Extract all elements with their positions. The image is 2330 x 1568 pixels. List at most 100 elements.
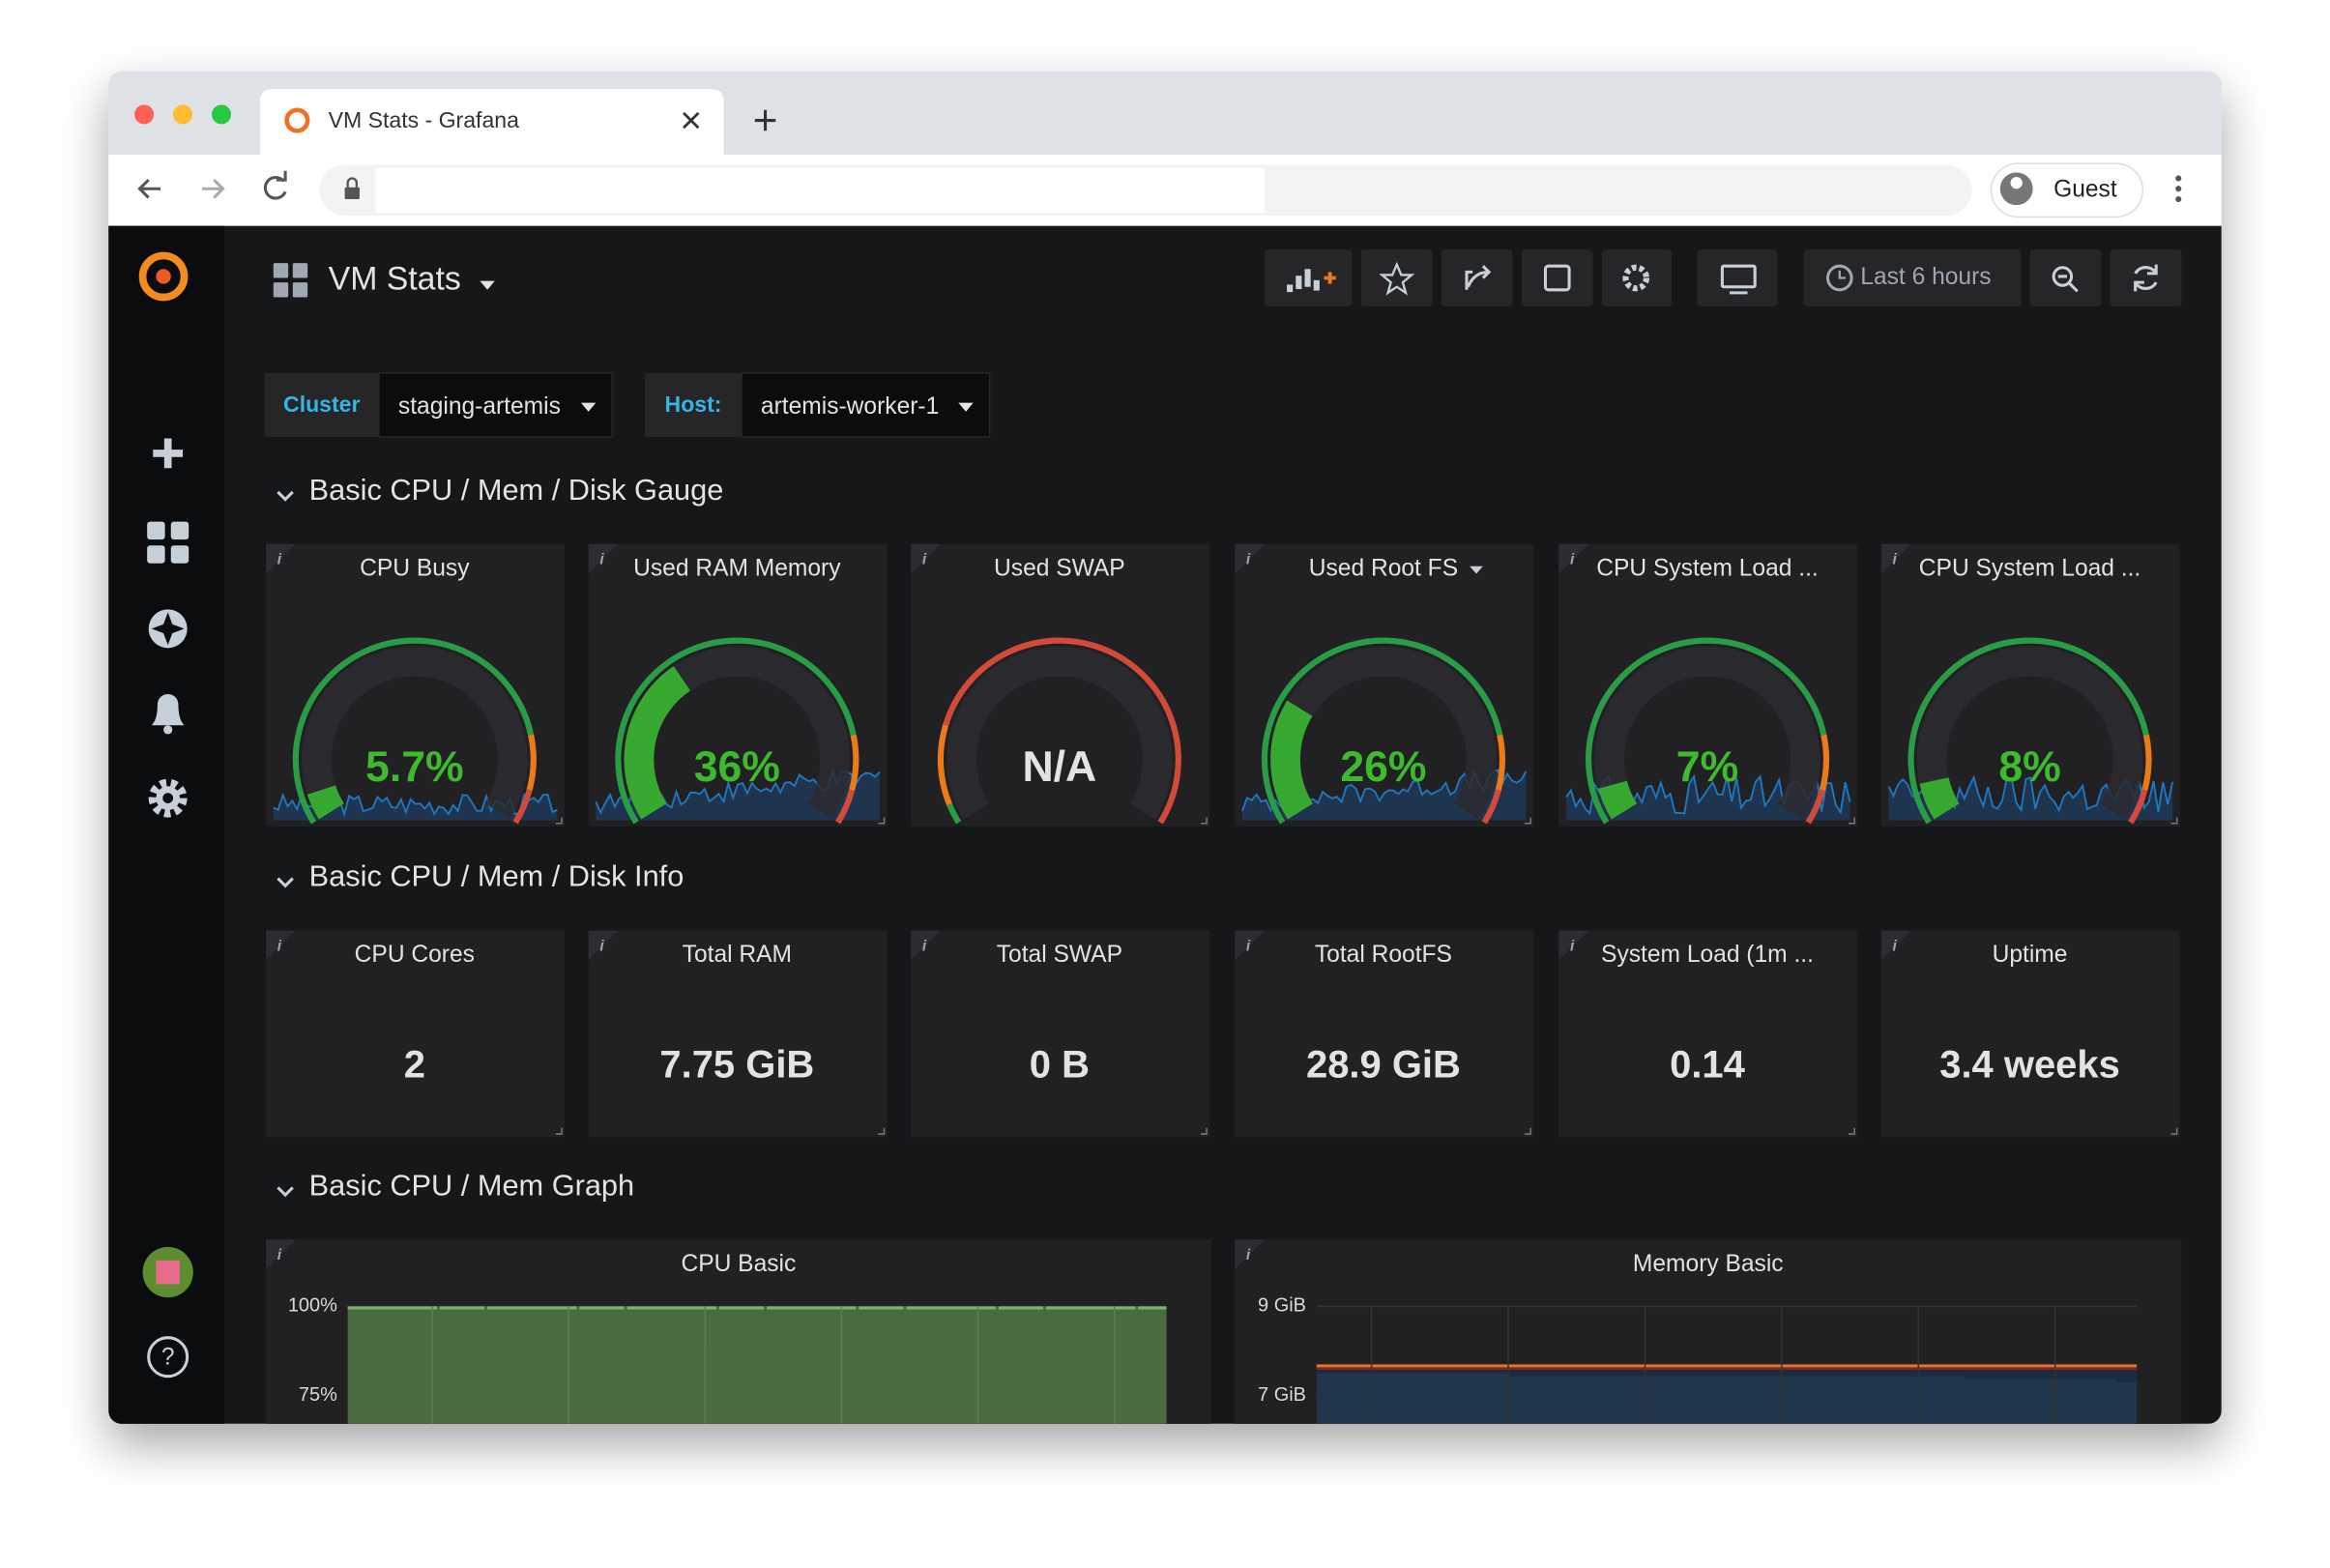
tab[interactable] <box>259 89 724 155</box>
panel-title-caret <box>1470 566 1483 574</box>
alerting-icon[interactable] <box>151 693 185 726</box>
forward-button[interactable] <box>202 178 225 199</box>
sparkline-area <box>1565 776 1850 821</box>
tab-title: VM Stats - Grafana <box>329 107 519 132</box>
new-tab[interactable] <box>754 109 776 131</box>
panel-info-icon: i <box>922 552 927 568</box>
dashboard-title[interactable]: VM Stats <box>329 261 461 298</box>
minimize-button[interactable] <box>173 104 193 125</box>
stat-value: 0.14 <box>1670 1043 1745 1086</box>
gauge-track <box>302 646 528 820</box>
back-button[interactable] <box>137 178 160 199</box>
panel-title[interactable]: System Load (1m ... <box>1601 942 1814 968</box>
panel-resize-handle <box>1200 817 1208 825</box>
panel-title[interactable]: Uptime <box>1993 942 2068 968</box>
menu-button[interactable] <box>2175 175 2182 203</box>
panel-title[interactable]: Total RAM <box>683 942 792 968</box>
variable-value: artemis-worker-1 <box>761 393 939 420</box>
panel-resize-handle <box>1524 817 1531 825</box>
gauge-threshold <box>292 637 535 825</box>
toolbar-button[interactable] <box>1803 249 2022 306</box>
gauge-threshold <box>834 789 856 825</box>
variable-dropdown[interactable] <box>741 372 991 438</box>
graph-area-upper <box>1316 1373 2138 1424</box>
stat-value: 0 B <box>1030 1043 1090 1086</box>
panel-title[interactable]: Used Root FS <box>1309 555 1458 581</box>
gauge-value-arc <box>1598 780 1638 820</box>
help-icon[interactable] <box>147 1336 189 1379</box>
gauge-value-arc <box>1919 776 1960 820</box>
panel-resize-handle <box>2170 1127 2178 1135</box>
save-icon <box>1543 264 1571 292</box>
alerting-icon-clapper <box>163 725 173 735</box>
gauge-track <box>947 646 1173 820</box>
variable-label: Cluster <box>283 392 360 417</box>
row-title[interactable]: Basic CPU / Mem / Disk Gauge <box>309 473 724 507</box>
zoom-button[interactable] <box>212 104 232 125</box>
dashboards-icon[interactable] <box>147 521 189 564</box>
panel-info-icon: i <box>1893 938 1898 954</box>
toolbar-button[interactable] <box>1601 249 1673 306</box>
stat-panel <box>1880 930 2180 1138</box>
row-title[interactable]: Basic CPU / Mem / Disk Info <box>309 859 684 893</box>
panel-title[interactable]: CPU Basic <box>681 1251 796 1277</box>
row-title[interactable]: Basic CPU / Mem Graph <box>309 1169 634 1203</box>
close-button[interactable] <box>134 104 155 125</box>
dashboard-icon <box>273 263 308 298</box>
panel-corner <box>588 930 619 961</box>
variable-dropdown[interactable] <box>378 372 614 438</box>
y-tick-label: 75% <box>299 1384 337 1406</box>
panel-title[interactable]: Total RootFS <box>1315 942 1452 968</box>
stat-panel <box>588 930 888 1138</box>
panel-resize-handle <box>555 1127 563 1135</box>
add-panel-icon-bar <box>1313 279 1320 291</box>
add-panel-icon-bar <box>1304 269 1311 287</box>
grafana-logo[interactable] <box>138 251 189 302</box>
panel-title[interactable]: CPU Busy <box>360 555 470 581</box>
toolbar-button[interactable] <box>1441 249 1513 306</box>
panel-title[interactable]: Total SWAP <box>997 942 1122 968</box>
dashboard-title-caret <box>480 280 495 290</box>
configuration-icon[interactable] <box>148 778 188 818</box>
variable-value: staging-artemis <box>398 393 561 420</box>
create-icon[interactable] <box>153 438 184 469</box>
stat-panel <box>911 930 1210 1138</box>
panel-title[interactable]: CPU Cores <box>355 942 475 968</box>
sparkline-area <box>1241 769 1527 821</box>
row-chevron[interactable] <box>277 1186 294 1198</box>
panel-title[interactable]: CPU System Load ... <box>1919 555 2141 581</box>
panel-title[interactable]: Used RAM Memory <box>633 555 841 581</box>
stat-value: 7.75 GiB <box>659 1043 814 1086</box>
panel-info-icon: i <box>1246 1247 1251 1263</box>
gauge-value: N/A <box>1023 743 1097 791</box>
panel-corner <box>1235 1239 1265 1269</box>
tab-close[interactable] <box>683 111 700 130</box>
url-field[interactable] <box>375 167 1265 213</box>
toolbar-button[interactable] <box>1521 249 1593 306</box>
profile-button[interactable] <box>1990 162 2144 218</box>
add-panel-plus <box>1324 272 1336 284</box>
user-avatar-pattern <box>156 1260 180 1285</box>
y-tick-label: 100% <box>288 1295 337 1317</box>
panel-title[interactable]: CPU System Load ... <box>1596 555 1818 581</box>
panel-info-icon: i <box>277 552 282 568</box>
panel-info-icon: i <box>277 1247 282 1263</box>
panel-title[interactable]: Used SWAP <box>994 555 1125 581</box>
row-chevron[interactable] <box>277 877 294 888</box>
toolbar-button[interactable] <box>1360 249 1433 306</box>
panel-title[interactable]: Memory Basic <box>1633 1251 1784 1277</box>
variable-label-box <box>264 372 379 438</box>
gauge-threshold <box>1495 734 1505 792</box>
panel-info-icon: i <box>599 552 604 568</box>
toolbar-button[interactable] <box>2110 249 2182 306</box>
row-chevron[interactable] <box>277 490 294 502</box>
panel-info-icon: i <box>922 938 927 954</box>
grafana-logo-core <box>156 269 171 284</box>
share-icon <box>1465 265 1492 290</box>
reload-button[interactable] <box>263 170 287 200</box>
time-range[interactable]: Last 6 hours <box>1860 264 1991 290</box>
stat-value: 28.9 GiB <box>1306 1043 1461 1086</box>
lock-icon <box>344 187 360 200</box>
toolbar-button[interactable] <box>1697 249 1778 306</box>
graph-area <box>347 1306 1167 1424</box>
